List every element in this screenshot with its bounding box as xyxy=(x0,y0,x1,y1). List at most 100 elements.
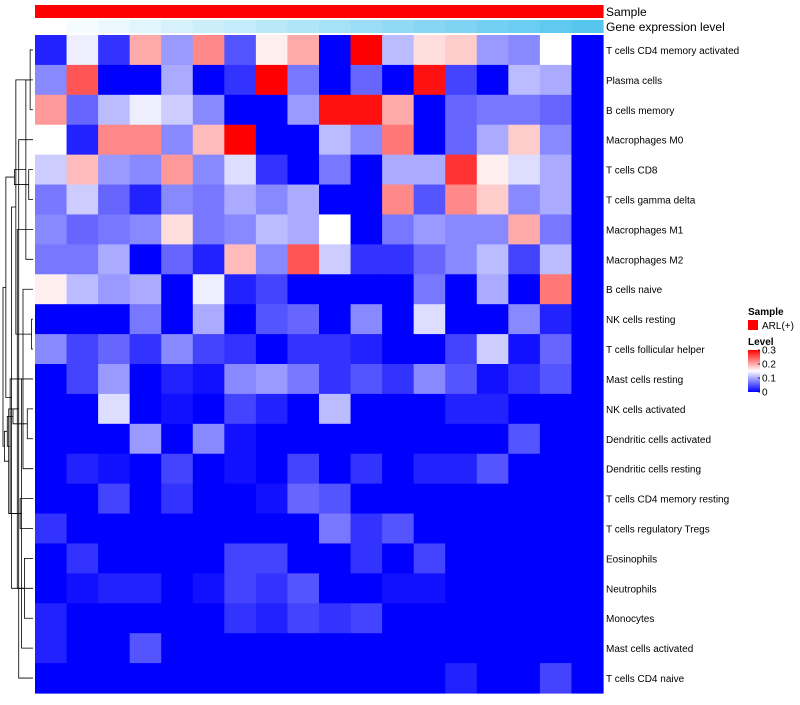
row-label: B cells memory xyxy=(606,106,674,117)
heatmap-cell xyxy=(161,603,194,634)
heatmap-cell xyxy=(350,154,383,186)
dendrogram-branch xyxy=(19,498,33,529)
heatmap-cell xyxy=(445,184,478,216)
heatmap-cell xyxy=(255,364,289,395)
heatmap-cell xyxy=(224,633,257,664)
heatmap-cell xyxy=(161,513,194,545)
heatmap-cell xyxy=(571,94,604,126)
heatmap-cell xyxy=(255,603,289,634)
heatmap-cell xyxy=(192,543,225,574)
annotation-cell xyxy=(255,20,289,33)
heatmap-cell xyxy=(571,364,604,395)
annotation-cell xyxy=(224,5,257,18)
heatmap-cell xyxy=(129,393,162,425)
heatmap-cell xyxy=(35,364,68,395)
heatmap-cell xyxy=(129,364,162,395)
heatmap-cell xyxy=(224,603,257,634)
heatmap-cell xyxy=(129,64,162,96)
heatmap-cell xyxy=(255,423,289,455)
heatmap-cell xyxy=(287,543,320,574)
heatmap-cell xyxy=(287,304,320,335)
heatmap-cell xyxy=(287,513,320,545)
heatmap-cell xyxy=(66,274,99,305)
heatmap-cell xyxy=(350,124,383,156)
heatmap-cell xyxy=(382,423,415,455)
dendrogram-branch xyxy=(11,206,25,589)
heatmap-cell xyxy=(476,124,509,156)
annotation-cell xyxy=(129,20,162,33)
heatmap-cell xyxy=(98,184,131,216)
heatmap-cell xyxy=(66,35,99,66)
heatmap-cell xyxy=(287,483,320,515)
row-label: Plasma cells xyxy=(606,76,662,87)
legend-tick-label: 0.1 xyxy=(762,374,776,385)
heatmap-cell xyxy=(508,543,541,574)
heatmap-cell xyxy=(35,304,68,335)
heatmap-cell xyxy=(413,244,446,275)
heatmap-cell xyxy=(350,214,383,245)
heatmap-cell xyxy=(350,513,383,545)
heatmap-cell xyxy=(413,334,446,365)
heatmap-cell xyxy=(161,64,194,96)
heatmap-cell xyxy=(445,304,478,335)
annotation-cell xyxy=(413,5,446,18)
heatmap-cell xyxy=(445,453,478,485)
annotation-cell xyxy=(445,20,478,33)
heatmap-cell xyxy=(571,543,604,574)
heatmap-cell xyxy=(382,274,415,305)
heatmap-cell xyxy=(539,393,573,425)
heatmap-cell xyxy=(571,453,604,485)
heatmap-cell xyxy=(255,304,289,335)
heatmap-cell xyxy=(192,94,225,126)
heatmap-cell xyxy=(129,154,162,186)
heatmap-cell xyxy=(508,94,541,126)
heatmap-cell xyxy=(413,483,446,515)
heatmap-cell xyxy=(571,633,604,664)
heatmap-cell xyxy=(571,214,604,245)
heatmap-cell xyxy=(129,483,162,515)
heatmap-cell xyxy=(287,573,320,604)
row-label: B cells naive xyxy=(606,285,663,296)
heatmap-cell xyxy=(129,124,162,156)
heatmap-cell xyxy=(413,423,446,455)
heatmap-cell xyxy=(445,154,478,186)
annotation-cell xyxy=(539,20,573,33)
annotation-cell xyxy=(287,20,320,33)
heatmap-cell xyxy=(413,64,446,96)
heatmap-cell xyxy=(98,543,131,574)
heatmap-cell xyxy=(445,633,478,664)
heatmap-cell xyxy=(98,214,131,245)
heatmap-cell xyxy=(161,304,194,335)
heatmap-cell xyxy=(476,453,509,485)
heatmap-cell xyxy=(350,184,383,216)
heatmap-cell xyxy=(413,304,446,335)
heatmap-cell xyxy=(129,663,162,694)
heatmap-cell xyxy=(508,423,541,455)
heatmap-cell xyxy=(161,423,194,455)
heatmap-cell xyxy=(192,124,225,156)
heatmap-cell xyxy=(192,573,225,604)
heatmap-cell xyxy=(445,124,478,156)
heatmap-cell xyxy=(445,543,478,574)
heatmap-cell xyxy=(66,423,99,455)
heatmap-cell xyxy=(192,633,225,664)
heatmap-cell xyxy=(571,244,604,275)
heatmap-cell xyxy=(413,364,446,395)
heatmap-cell xyxy=(319,214,352,245)
heatmap-cell xyxy=(539,483,573,515)
heatmap-cell xyxy=(476,513,509,545)
heatmap-cell xyxy=(98,453,131,485)
heatmap-cell xyxy=(98,94,131,126)
heatmap-cell xyxy=(476,663,509,694)
heatmap-cell xyxy=(35,423,68,455)
heatmap-cell xyxy=(287,663,320,694)
heatmap-cell xyxy=(319,543,352,574)
heatmap-cell xyxy=(192,334,225,365)
heatmap-cell xyxy=(192,364,225,395)
heatmap-cell xyxy=(98,423,131,455)
heatmap-cell xyxy=(319,304,352,335)
heatmap-cell xyxy=(192,64,225,96)
heatmap-cell xyxy=(35,633,68,664)
heatmap-cell xyxy=(66,513,99,545)
heatmap-cell xyxy=(255,274,289,305)
